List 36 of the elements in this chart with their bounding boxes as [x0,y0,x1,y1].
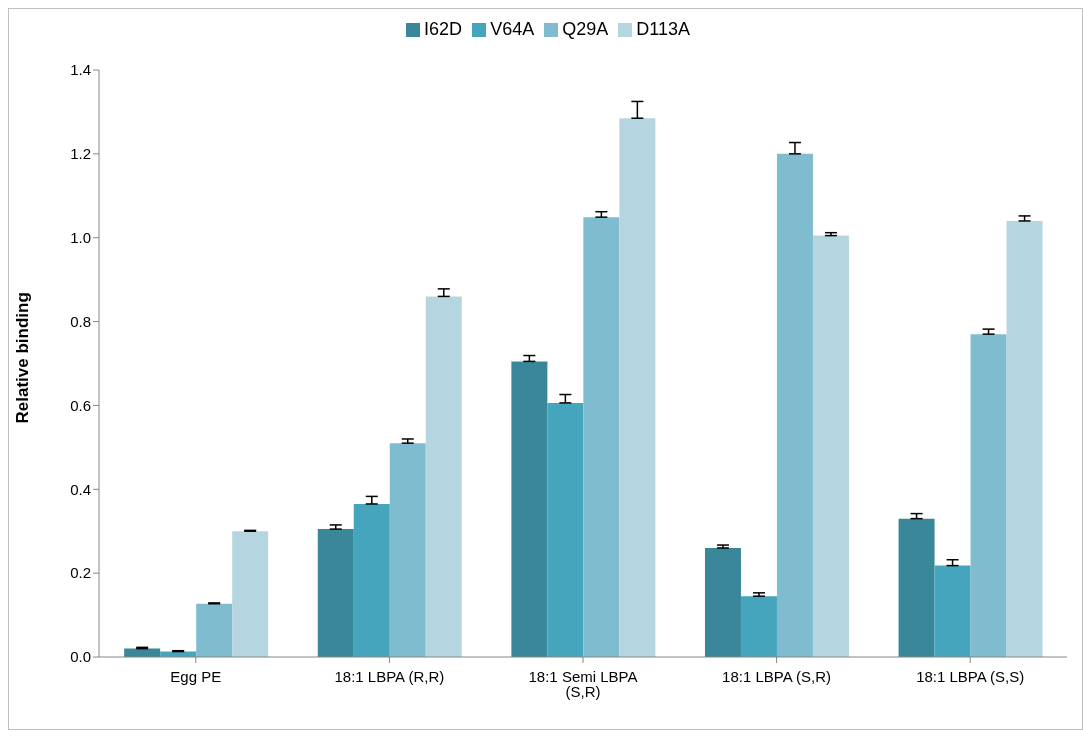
legend-label: Q29A [562,19,609,39]
bar [898,518,935,657]
bar [970,334,1007,657]
y-tick-label: 0.2 [70,564,91,582]
legend-label: V64A [490,19,535,39]
bar [776,153,813,657]
bar [704,547,741,657]
y-tick-label: 0.8 [70,312,91,330]
bar [425,296,462,657]
bar [934,565,971,657]
bar [389,443,426,657]
bar [232,531,269,657]
x-tick-label: 18:1 Semi LBPA (S,R) [528,667,638,700]
x-tick-label: 18:1 LBPA (S,R) [722,667,832,685]
y-tick-label: 1.0 [70,229,91,247]
x-tick-label: 18:1 LBPA (S,S) [916,667,1025,685]
bar [196,603,233,657]
bar [740,596,777,657]
y-tick-label: 0.4 [70,480,91,498]
y-tick-label: 1.2 [70,145,91,163]
bar [547,402,584,657]
legend-label: D113A [636,19,690,39]
x-tick-label: Egg PE [170,667,222,685]
y-tick-label: 0.0 [70,648,91,666]
bar [619,118,656,657]
bar [353,503,390,657]
y-axis-title: Relative binding [13,292,33,424]
y-tick-label: 0.6 [70,396,91,414]
x-tick-label: 18:1 LBPA (R,R) [334,667,445,685]
bar [583,217,620,657]
bar [317,529,354,657]
bar [511,361,548,657]
bar [812,235,849,657]
bar [1006,220,1043,657]
y-tick-label: 1.4 [70,61,91,79]
legend-label: I62D [424,19,463,39]
